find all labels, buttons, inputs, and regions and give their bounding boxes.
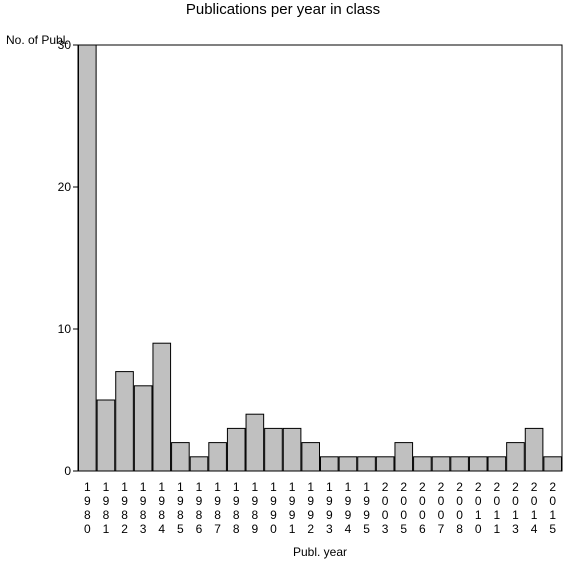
bar-2015 (543, 456, 563, 472)
bar-1990 (264, 427, 283, 472)
bar-2003 (375, 456, 395, 472)
bar-1985 (171, 442, 190, 472)
bar-1994 (338, 456, 358, 472)
chart-title: Publications per year in class (186, 1, 380, 18)
y-axis-label: No. of Publ. (6, 33, 69, 47)
bar-1981 (96, 399, 116, 472)
x-axis-label: Publ. year (293, 545, 347, 559)
bar-2008 (450, 456, 469, 472)
bar-1982 (115, 371, 134, 472)
bar-1984 (152, 342, 172, 472)
bar-2014 (524, 427, 544, 472)
bar-2006 (413, 456, 432, 472)
bar-1988 (226, 427, 246, 472)
bar-2013 (506, 442, 525, 472)
bar-2005 (394, 442, 414, 472)
y-tick-label: 30 (58, 38, 72, 52)
bar-2007 (431, 456, 451, 472)
plot-frame (77, 44, 563, 472)
bar-1980 (78, 44, 97, 472)
bar-1986 (189, 456, 209, 472)
bar-2010 (468, 456, 488, 472)
bar-1993 (320, 456, 339, 472)
bar-1991 (282, 427, 302, 472)
bar-2011 (487, 456, 507, 472)
y-tick-label: 0 (64, 464, 71, 478)
bar-1987 (208, 442, 227, 472)
bar-1995 (357, 456, 376, 472)
y-tick-label: 10 (58, 322, 72, 336)
bar-1992 (301, 442, 320, 472)
bar-1983 (133, 385, 153, 472)
bar-1989 (245, 413, 265, 472)
y-tick-label: 20 (58, 180, 72, 194)
